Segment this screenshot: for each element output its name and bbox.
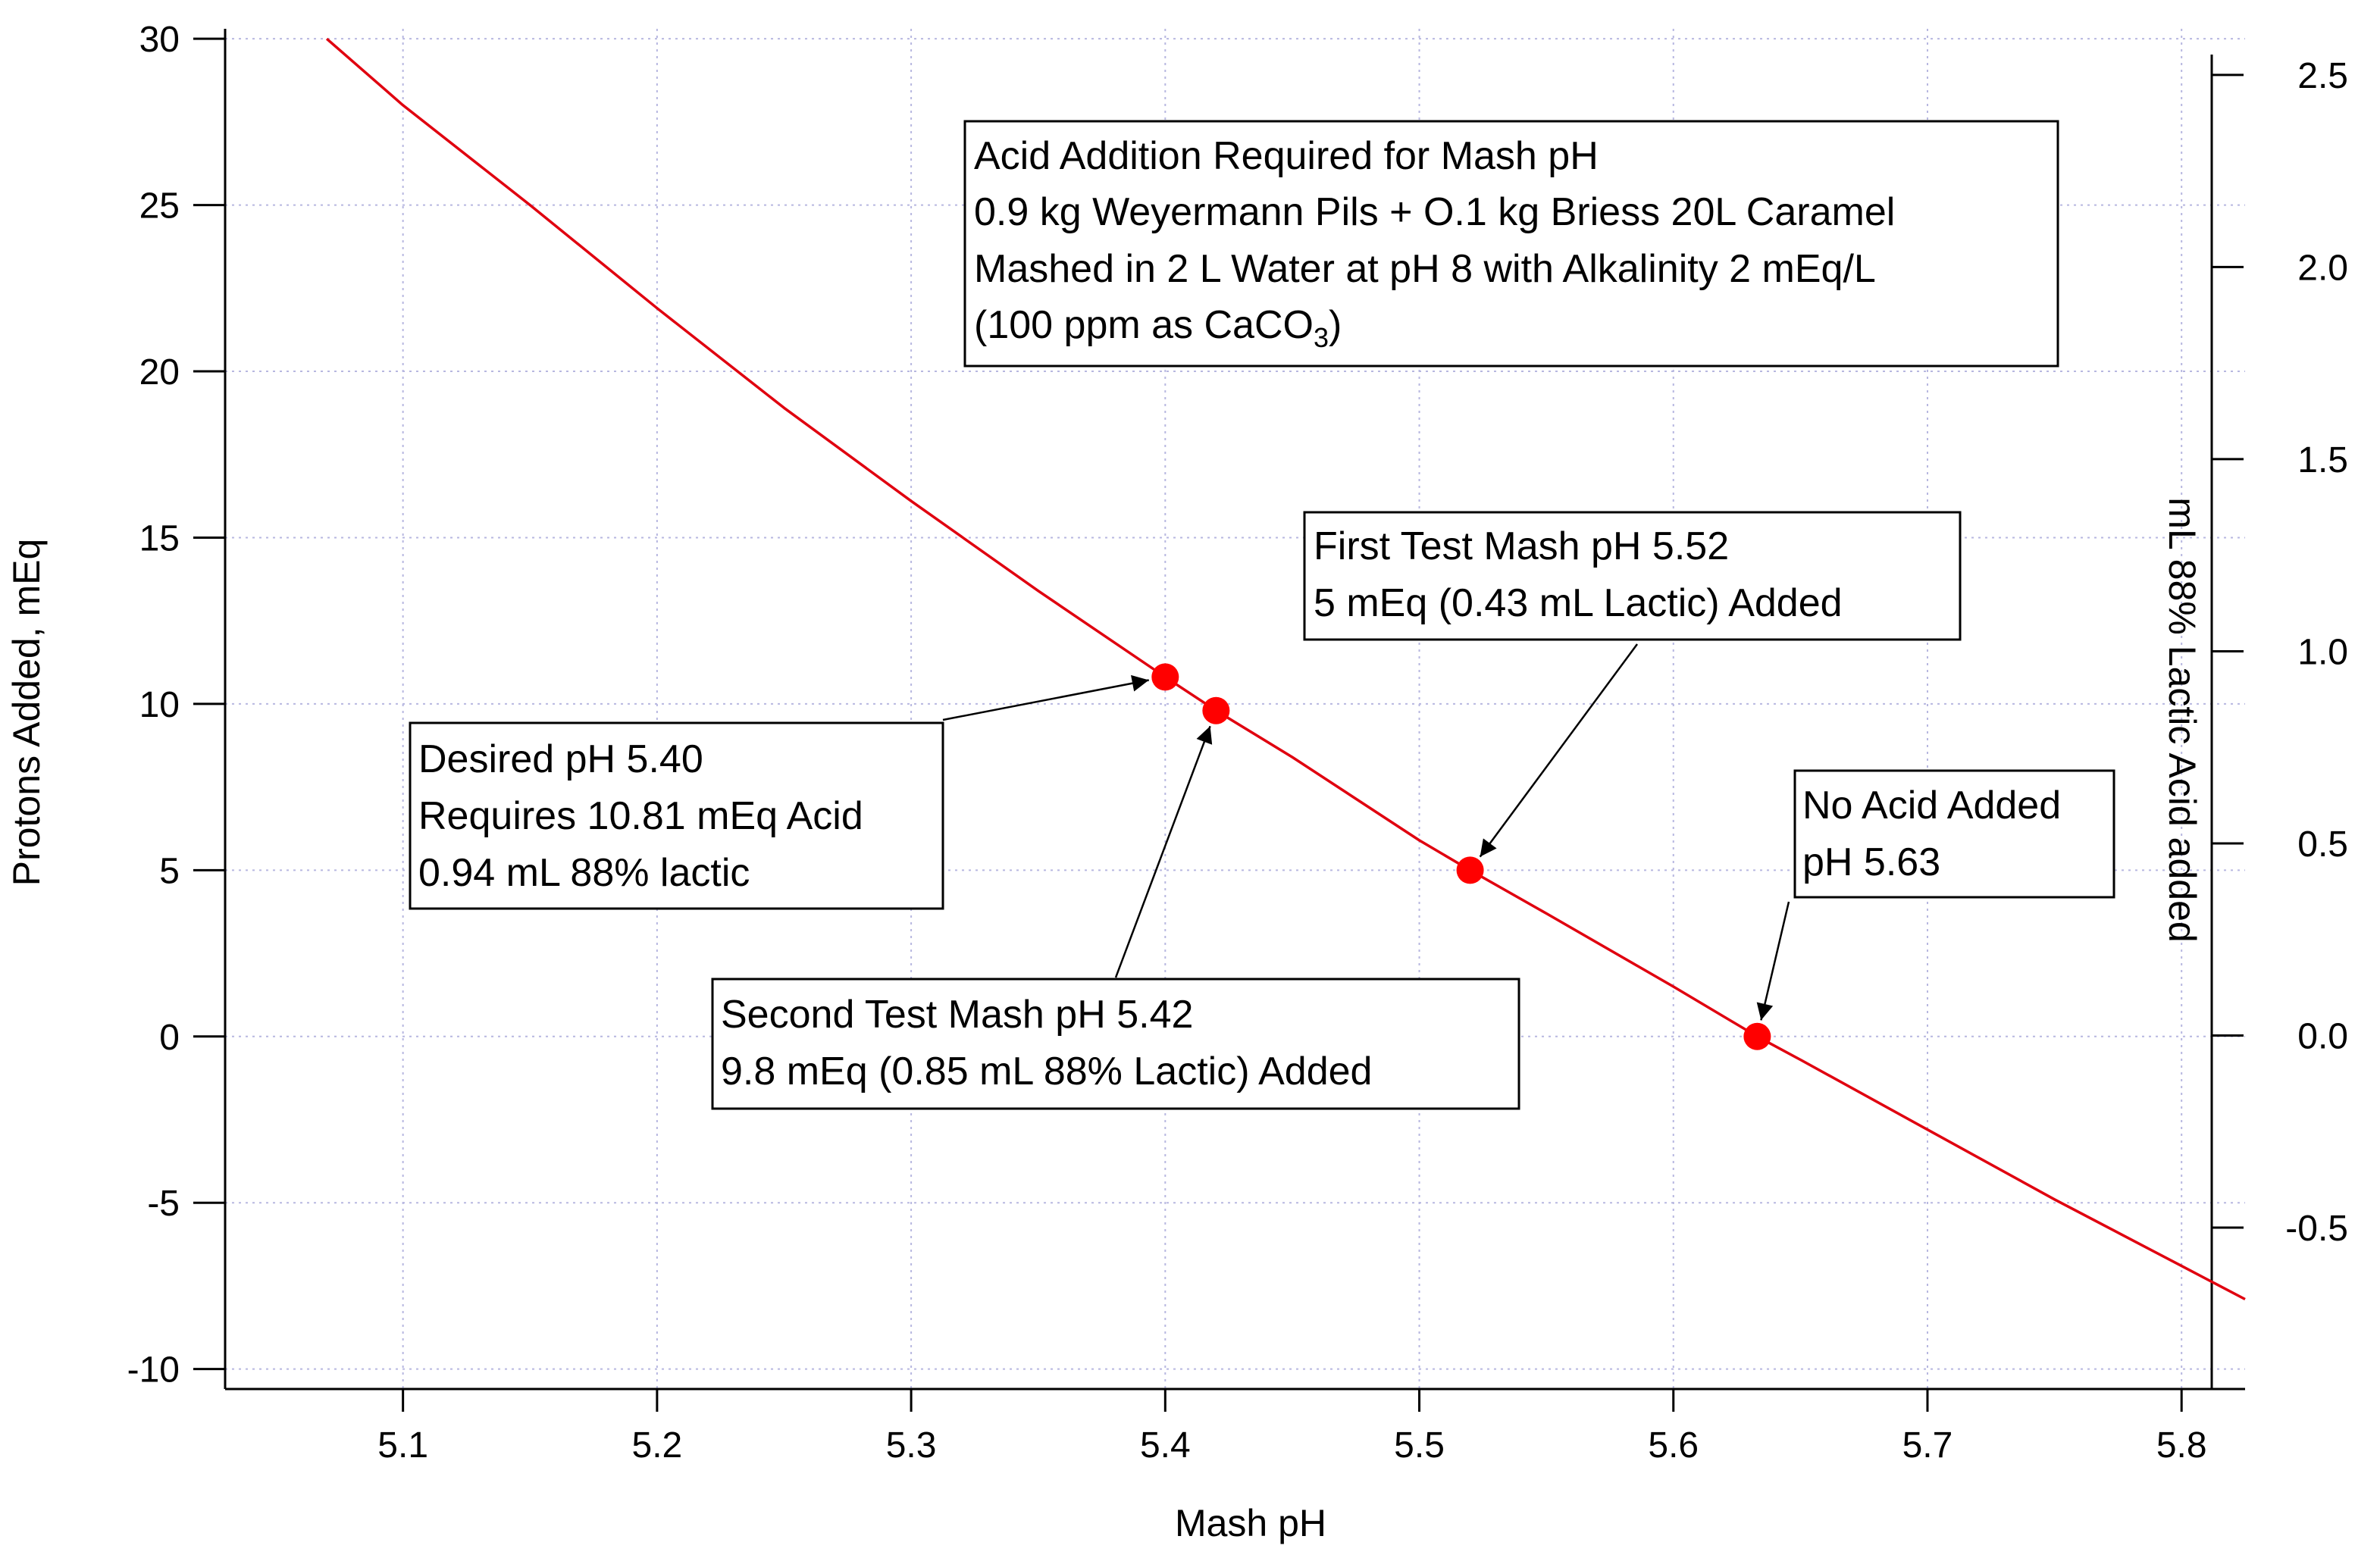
no-acid-line-2: pH 5.63 xyxy=(1802,840,1940,884)
acid-addition-grain-line: 0.9 kg Weyermann Pils + O.1 kg Briess 20… xyxy=(974,190,1895,234)
first-test-box: First Test Mash pH 5.52 5 mEq (0.43 mL L… xyxy=(1303,511,1962,641)
second-test-frame xyxy=(711,978,1520,1110)
y2-axis-title: mL 88% Lactic Acid added xyxy=(2161,497,2203,942)
y2-tick-label-6: -0.5 xyxy=(2285,1209,2348,1249)
y2-tick-label-4: 0.5 xyxy=(2297,824,2348,865)
data-series xyxy=(325,37,2246,1301)
y-axis-right: 2.5 2.0 1.5 1.0 0.5 0.0 -0.5 xyxy=(2212,56,2348,1249)
x-tick-label-6: 5.7 xyxy=(1902,1425,1953,1466)
x-tick-label-2: 5.3 xyxy=(886,1425,937,1466)
y2-tick-label-5: 0.0 xyxy=(2297,1017,2348,1057)
y2-tick-label-1: 2.0 xyxy=(2297,248,2348,288)
acid-addition-caco3-line: (100 ppm as CaCO3) xyxy=(974,303,1342,353)
x-axis-title: Mash pH xyxy=(1175,1502,1326,1544)
acid-addition-title-line: Acid Addition Required for Mash pH xyxy=(974,134,1599,178)
first-test-line-1: First Test Mash pH 5.52 xyxy=(1314,524,1729,568)
first-test-box-arrow xyxy=(1479,643,1639,858)
second-test-line-2: 9.8 mEq (0.85 mL 88% Lactic) Added xyxy=(721,1050,1372,1093)
data-point-0 xyxy=(1151,663,1179,691)
x-tick-label-0: 5.1 xyxy=(377,1425,428,1466)
x-tick-label-1: 5.2 xyxy=(632,1425,683,1466)
desired-ph-box: Desired pH 5.40 Requires 10.81 mEq Acid … xyxy=(409,721,944,910)
y-tick-label-5: 5 xyxy=(159,851,180,891)
x-axis: 5.1 5.2 5.3 5.4 5.5 5.6 5.7 5.8 xyxy=(377,1389,2207,1466)
no-acid-box-arrow xyxy=(1756,901,1790,1021)
second-test-box-arrow xyxy=(1114,725,1213,978)
second-test-box: Second Test Mash pH 5.42 9.8 mEq (0.85 m… xyxy=(711,978,1520,1110)
x-tick-label-3: 5.4 xyxy=(1140,1425,1191,1466)
y-tick-label-0: 30 xyxy=(139,20,180,60)
first-test-frame xyxy=(1303,511,1962,641)
x-tick-label-4: 5.5 xyxy=(1394,1425,1445,1466)
x-tick-label-5: 5.6 xyxy=(1648,1425,1699,1466)
desired-ph-frame xyxy=(409,721,944,910)
y-tick-label-2: 20 xyxy=(139,352,180,393)
no-acid-frame xyxy=(1793,769,2115,899)
y2-tick-label-0: 2.5 xyxy=(2297,56,2348,96)
desired-ph-line-1: Desired pH 5.40 xyxy=(418,737,703,781)
annotation-arrows xyxy=(942,643,1790,1021)
caco3-close-paren: ) xyxy=(1329,303,1342,347)
data-points xyxy=(1151,663,1771,1050)
acid-addition-water-line: Mashed in 2 L Water at pH 8 with Alkalin… xyxy=(974,247,1876,291)
data-point-2 xyxy=(1456,856,1484,884)
y2-tick-label-3: 1.0 xyxy=(2297,632,2348,672)
caco3-subscript: 3 xyxy=(1314,322,1329,353)
series-line-0 xyxy=(325,37,2246,1301)
first-test-line-2: 5 mEq (0.43 mL Lactic) Added xyxy=(1314,581,1843,625)
desired-ph-line-3: 0.94 mL 88% lactic xyxy=(418,851,750,895)
y2-tick-label-2: 1.5 xyxy=(2297,440,2348,480)
desired-ph-line-2: Requires 10.81 mEq Acid xyxy=(418,794,863,838)
data-point-3 xyxy=(1743,1022,1771,1050)
data-point-1 xyxy=(1202,696,1230,724)
caco3-main-text: (100 ppm as CaCO xyxy=(974,303,1314,347)
y-tick-label-1: 25 xyxy=(139,186,180,227)
plot-frame xyxy=(224,29,2245,1391)
y-axis-left: 30 25 20 15 10 5 0 -5 -10 xyxy=(127,20,225,1391)
y-axis-title: Protons Added, mEq xyxy=(5,539,48,887)
x-tick-label-7: 5.8 xyxy=(2156,1425,2207,1466)
no-acid-line-1: No Acid Added xyxy=(1802,784,2061,827)
y-tick-label-4: 10 xyxy=(139,685,180,725)
y-tick-label-8: -10 xyxy=(127,1350,180,1391)
desired-ph-box-arrow xyxy=(942,674,1149,721)
y-tick-label-6: 0 xyxy=(159,1018,180,1058)
y-tick-label-7: -5 xyxy=(147,1184,180,1224)
acid-addition-title-frame xyxy=(963,120,2059,368)
second-test-line-1: Second Test Mash pH 5.42 xyxy=(721,993,1193,1037)
no-acid-box: No Acid Added pH 5.63 xyxy=(1793,769,2115,899)
acid-addition-title-box: Acid Addition Required for Mash pH 0.9 k… xyxy=(963,120,2059,368)
y-tick-label-3: 15 xyxy=(139,518,180,558)
